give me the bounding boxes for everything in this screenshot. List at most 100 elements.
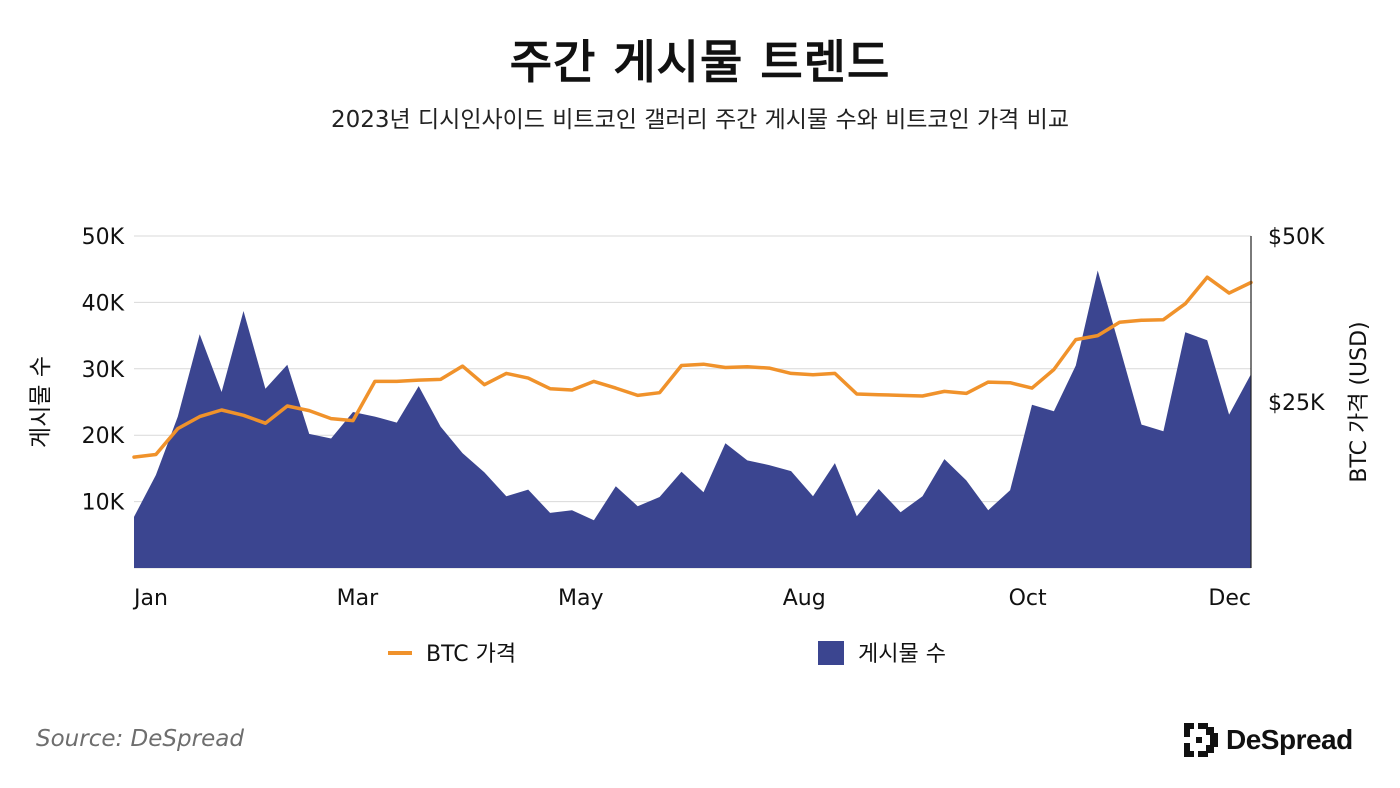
posts-point <box>659 496 661 498</box>
btc-line-layer <box>132 275 1253 459</box>
btc-point <box>396 380 398 382</box>
posts-point <box>702 491 704 493</box>
btc-point <box>834 372 836 374</box>
posts-point <box>133 516 135 518</box>
posts-point <box>965 479 967 481</box>
btc-point <box>943 390 945 392</box>
posts-point <box>1206 339 1208 341</box>
btc-point <box>177 428 179 430</box>
btc-point <box>440 378 442 380</box>
posts-point <box>921 495 923 497</box>
x-tick-label: Oct <box>1009 586 1047 611</box>
btc-point <box>724 366 726 368</box>
posts-point <box>221 391 223 393</box>
posts-point <box>1097 270 1099 272</box>
posts-point <box>264 388 266 390</box>
legend-posts-swatch <box>818 641 844 665</box>
btc-point <box>1140 319 1142 321</box>
btc-point <box>702 363 704 365</box>
left-tick-label: 50K <box>82 225 125 250</box>
legend-posts-label: 게시물 수 <box>858 642 946 667</box>
posts-point <box>856 515 858 517</box>
btc-point <box>746 366 748 368</box>
posts-point <box>308 433 310 435</box>
x-tick-label: Mar <box>337 586 379 611</box>
right-tick-label: $25K <box>1268 391 1325 416</box>
btc-point <box>1162 319 1164 321</box>
btc-point <box>900 394 902 396</box>
left-axis-ticks: 10K 20K 30K 40K 50K <box>82 225 125 516</box>
btc-point <box>462 365 464 367</box>
posts-point <box>1228 414 1230 416</box>
posts-point <box>1162 430 1164 432</box>
right-axis-ticks: $25K $50K <box>1268 225 1325 416</box>
btc-point <box>856 393 858 395</box>
posts-point <box>330 438 332 440</box>
btc-point <box>1119 321 1121 323</box>
legend-btc-label: BTC 가격 <box>426 642 516 667</box>
posts-point <box>199 333 201 335</box>
btc-point <box>221 409 223 411</box>
btc-point <box>264 422 266 424</box>
btc-point <box>571 389 573 391</box>
btc-point <box>768 367 770 369</box>
posts-point <box>943 458 945 460</box>
posts-point <box>396 422 398 424</box>
chart-svg: 10K 20K 30K 40K 50K $25K $50K Jan Mar May Aug Oct… <box>28 225 1372 667</box>
posts-point <box>681 471 683 473</box>
btc-point <box>1031 387 1033 389</box>
btc-point <box>286 405 288 407</box>
left-tick-label: 40K <box>82 291 125 316</box>
left-tick-label: 10K <box>82 491 125 516</box>
left-tick-label: 20K <box>82 424 125 449</box>
chart-title: 주간 게시물 트렌드 <box>509 35 891 89</box>
posts-point <box>549 512 551 514</box>
posts-point <box>900 511 902 513</box>
posts-point <box>527 489 529 491</box>
posts-point <box>1031 404 1033 406</box>
posts-point <box>462 452 464 454</box>
x-tick-label: Aug <box>783 586 826 611</box>
right-tick-label: $50K <box>1268 225 1325 250</box>
posts-point <box>1184 331 1186 333</box>
posts-point <box>637 505 639 507</box>
posts-point <box>440 426 442 428</box>
posts-point <box>1075 364 1077 366</box>
btc-point <box>374 380 376 382</box>
posts-point <box>243 310 245 312</box>
posts-point <box>1009 489 1011 491</box>
posts-point <box>878 488 880 490</box>
btc-point <box>527 377 529 379</box>
posts-point <box>812 495 814 497</box>
btc-point <box>681 364 683 366</box>
posts-point <box>987 509 989 511</box>
btc-point <box>549 388 551 390</box>
btc-point <box>1184 303 1186 305</box>
btc-point <box>1206 276 1208 278</box>
btc-point <box>505 372 507 374</box>
btc-point <box>330 418 332 420</box>
btc-point <box>243 414 245 416</box>
x-axis-ticks: Jan Mar May Aug Oct Dec <box>132 586 1251 611</box>
posts-point <box>155 474 157 476</box>
btc-point <box>155 453 157 455</box>
btc-point <box>659 392 661 394</box>
btc-point <box>133 456 135 458</box>
btc-point <box>352 420 354 422</box>
source-note: Source: DeSpread <box>36 726 244 752</box>
btc-point <box>1075 339 1077 341</box>
despread-logo: DeSpread <box>1184 722 1353 758</box>
posts-point <box>374 416 376 418</box>
posts-point <box>724 442 726 444</box>
right-axis-title: BTC 가격 (USD) <box>1347 321 1372 482</box>
posts-point <box>177 416 179 418</box>
posts-point <box>593 519 595 521</box>
left-tick-label: 30K <box>82 358 125 383</box>
btc-point <box>418 379 420 381</box>
despread-logo-icon <box>1184 723 1218 757</box>
posts-point <box>418 385 420 387</box>
x-tick-label: May <box>558 586 603 611</box>
btc-point <box>637 394 639 396</box>
btc-point <box>878 394 880 396</box>
posts-point <box>834 462 836 464</box>
